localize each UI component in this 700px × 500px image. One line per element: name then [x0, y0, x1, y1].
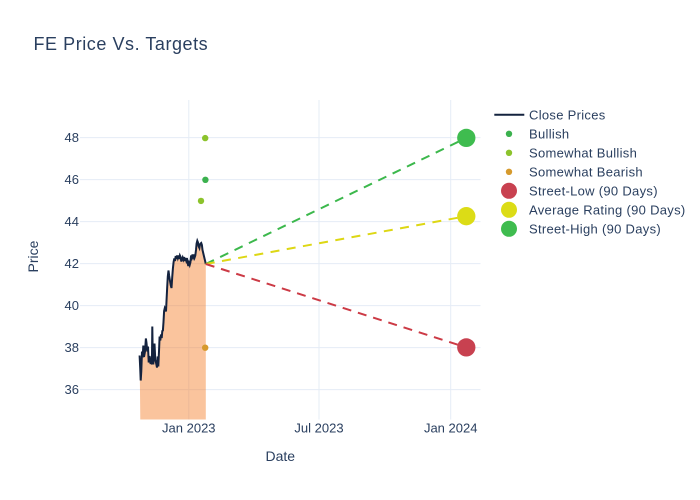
- svg-text:Somewhat Bullish: Somewhat Bullish: [529, 146, 637, 161]
- svg-text:46: 46: [65, 172, 79, 187]
- svg-text:Close Prices: Close Prices: [529, 108, 606, 123]
- svg-text:Date: Date: [266, 448, 296, 464]
- svg-text:Bullish: Bullish: [529, 127, 569, 142]
- svg-text:48: 48: [65, 130, 79, 145]
- svg-text:38: 38: [65, 340, 79, 355]
- svg-text:42: 42: [65, 256, 79, 271]
- svg-text:Average Rating (90 Days): Average Rating (90 Days): [529, 203, 686, 218]
- svg-text:Jan 2023: Jan 2023: [162, 420, 216, 435]
- svg-text:Jul 2023: Jul 2023: [294, 420, 343, 435]
- svg-text:Somewhat Bearish: Somewhat Bearish: [529, 165, 643, 180]
- svg-text:Street-Low (90 Days): Street-Low (90 Days): [529, 184, 658, 199]
- svg-text:Jan 2024: Jan 2024: [424, 420, 478, 435]
- svg-text:44: 44: [65, 214, 79, 229]
- svg-text:Price: Price: [25, 240, 41, 272]
- svg-text:36: 36: [65, 382, 79, 397]
- svg-text:Street-High (90 Days): Street-High (90 Days): [529, 222, 661, 237]
- svg-text:40: 40: [65, 298, 79, 313]
- svg-text:FE Price Vs. Targets: FE Price Vs. Targets: [34, 34, 209, 54]
